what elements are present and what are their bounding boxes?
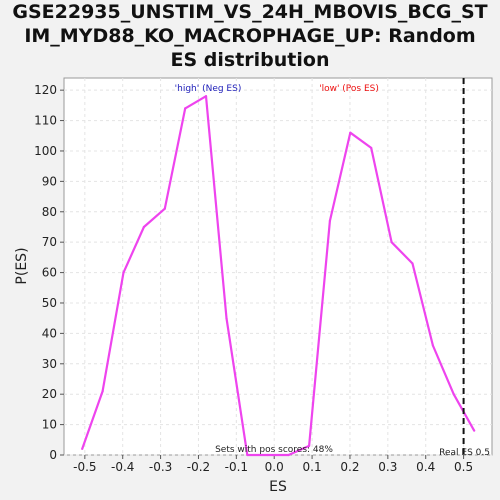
es-data-point xyxy=(266,453,269,457)
es-data-point xyxy=(122,271,125,274)
y-tick-label: 40 xyxy=(42,326,57,340)
es-data-point xyxy=(163,207,166,210)
y-tick-label: 50 xyxy=(42,296,57,310)
x-tick-label: -0.2 xyxy=(187,460,210,474)
real-es-label: Real ES 0.5 xyxy=(439,448,490,458)
es-distribution-line xyxy=(81,95,476,457)
sets-pos-scores-label: Sets with pos scores: 48% xyxy=(215,445,333,455)
es-data-point xyxy=(411,262,414,265)
chart-title-line-2: IM_MYD88_KO_MACROPHAGE_UP: Random xyxy=(24,25,476,47)
x-tick-label: -0.1 xyxy=(225,460,248,474)
es-data-point xyxy=(370,146,373,150)
es-data-point xyxy=(287,453,290,457)
x-tick-label: -0.3 xyxy=(149,460,172,474)
axes: -0.5 -0.4 -0.3 -0.2 -0.1 0.0 0.1 0.2 0.3 0.4 0.5 0 1… xyxy=(34,83,473,474)
chart-title-line-1: GSE22935_UNSTIM_VS_24H_MBOVIS_BCG_ST xyxy=(12,1,488,23)
es-data-point xyxy=(307,444,311,447)
pos-es-label: 'low' (Pos ES) xyxy=(319,84,379,94)
y-tick-label: 20 xyxy=(42,387,57,401)
es-data-point xyxy=(390,241,393,244)
y-tick-label: 0 xyxy=(49,448,57,462)
y-tick-label: 30 xyxy=(42,357,57,371)
es-data-point xyxy=(142,225,146,229)
series-layer xyxy=(81,78,476,457)
y-tick-label: 110 xyxy=(34,114,57,128)
y-tick-label: 60 xyxy=(42,266,57,280)
es-data-point xyxy=(473,429,476,432)
es-data-point xyxy=(328,219,331,222)
neg-es-label: 'high' (Neg ES) xyxy=(175,84,242,94)
x-tick-label: 0.0 xyxy=(265,460,284,474)
y-axis-label: P(ES) xyxy=(14,247,30,284)
grid-lines xyxy=(64,78,492,456)
es-data-point xyxy=(225,317,228,320)
x-tick-label: 0.4 xyxy=(416,460,435,474)
chart-title: GSE22935_UNSTIM_VS_24H_MBOVIS_BCG_ST IM_… xyxy=(0,0,500,72)
y-tick-label: 80 xyxy=(42,205,57,219)
x-axis-label: ES xyxy=(269,479,287,495)
y-tick-label: 90 xyxy=(42,174,57,188)
y-tick-label: 70 xyxy=(42,235,57,249)
es-data-point xyxy=(431,344,435,347)
x-tick-label: 0.3 xyxy=(378,460,397,474)
y-tick-label: 100 xyxy=(34,144,57,158)
x-tick-label: 0.5 xyxy=(454,460,473,474)
chart-title-line-3: ES distribution xyxy=(170,49,330,71)
y-tick-label: 10 xyxy=(42,418,57,432)
es-data-point xyxy=(349,131,352,134)
es-data-point xyxy=(101,390,104,393)
es-data-point xyxy=(204,95,208,98)
plot-area xyxy=(63,77,493,456)
y-tick-label: 120 xyxy=(34,83,57,97)
es-data-point xyxy=(246,453,249,457)
x-tick-label: 0.2 xyxy=(340,460,359,474)
x-tick-label: -0.4 xyxy=(111,460,134,474)
x-tick-label: -0.5 xyxy=(73,460,96,474)
es-data-point xyxy=(184,107,187,110)
es-data-point xyxy=(452,393,455,396)
es-data-point xyxy=(81,447,84,451)
x-tick-label: 0.1 xyxy=(303,460,322,474)
